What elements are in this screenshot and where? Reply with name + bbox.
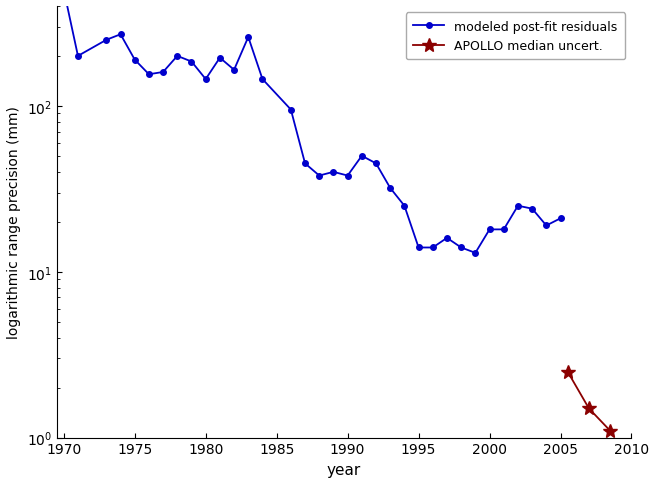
- modeled post-fit residuals: [230, 68, 238, 74]
- modeled post-fit residuals: [344, 173, 352, 179]
- modeled post-fit residuals: [457, 245, 465, 251]
- modeled post-fit residuals: [216, 56, 224, 61]
- APOLLO median uncert.: [606, 428, 614, 434]
- modeled post-fit residuals: [386, 186, 394, 192]
- modeled post-fit residuals: [117, 32, 125, 38]
- modeled post-fit residuals: [514, 203, 522, 209]
- modeled post-fit residuals: [415, 245, 422, 251]
- Y-axis label: logarithmic range precision (mm): logarithmic range precision (mm): [7, 106, 21, 338]
- modeled post-fit residuals: [556, 216, 564, 222]
- APOLLO median uncert.: [564, 369, 571, 375]
- modeled post-fit residuals: [173, 54, 181, 60]
- modeled post-fit residuals: [244, 35, 252, 41]
- modeled post-fit residuals: [316, 173, 323, 179]
- modeled post-fit residuals: [443, 236, 451, 242]
- modeled post-fit residuals: [145, 72, 153, 78]
- modeled post-fit residuals: [485, 227, 493, 233]
- modeled post-fit residuals: [528, 206, 536, 212]
- modeled post-fit residuals: [372, 161, 380, 167]
- modeled post-fit residuals: [500, 227, 508, 233]
- modeled post-fit residuals: [131, 58, 138, 63]
- modeled post-fit residuals: [287, 107, 295, 113]
- modeled post-fit residuals: [329, 169, 337, 175]
- Legend: modeled post-fit residuals, APOLLO median uncert.: modeled post-fit residuals, APOLLO media…: [406, 13, 625, 60]
- Line: APOLLO median uncert.: APOLLO median uncert.: [561, 365, 617, 438]
- modeled post-fit residuals: [301, 161, 309, 167]
- modeled post-fit residuals: [543, 223, 550, 229]
- modeled post-fit residuals: [429, 245, 437, 251]
- Line: modeled post-fit residuals: modeled post-fit residuals: [61, 0, 564, 256]
- modeled post-fit residuals: [102, 38, 110, 44]
- modeled post-fit residuals: [358, 153, 366, 159]
- X-axis label: year: year: [327, 462, 361, 477]
- modeled post-fit residuals: [159, 70, 167, 76]
- modeled post-fit residuals: [74, 54, 82, 60]
- modeled post-fit residuals: [202, 77, 210, 83]
- modeled post-fit residuals: [472, 250, 480, 256]
- modeled post-fit residuals: [258, 77, 266, 83]
- modeled post-fit residuals: [400, 203, 408, 209]
- APOLLO median uncert.: [585, 406, 593, 411]
- modeled post-fit residuals: [188, 60, 195, 65]
